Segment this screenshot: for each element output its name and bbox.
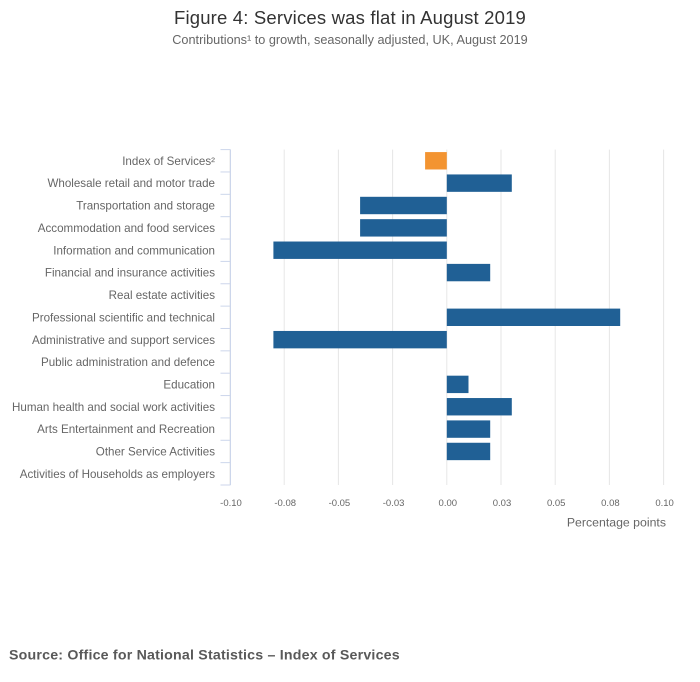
svg-text:Information and communication: Information and communication xyxy=(53,244,215,257)
svg-text:-0.08: -0.08 xyxy=(274,498,296,509)
svg-text:0.00: 0.00 xyxy=(439,498,458,509)
svg-text:Accommodation and food service: Accommodation and food services xyxy=(38,222,215,235)
svg-text:-0.03: -0.03 xyxy=(383,498,405,509)
svg-text:-0.05: -0.05 xyxy=(329,498,351,509)
svg-text:Real estate activities: Real estate activities xyxy=(109,289,216,302)
svg-text:Arts Entertainment and Recreat: Arts Entertainment and Recreation xyxy=(37,423,215,436)
svg-text:Administrative and support ser: Administrative and support services xyxy=(32,334,215,347)
svg-text:Human health and social work a: Human health and social work activities xyxy=(12,401,215,414)
svg-text:Financial and insurance activi: Financial and insurance activities xyxy=(45,267,215,280)
svg-text:Activities of Households as em: Activities of Households as employers xyxy=(20,468,215,481)
svg-text:Other Service Activities: Other Service Activities xyxy=(96,446,215,459)
svg-text:0.03: 0.03 xyxy=(493,498,512,509)
svg-text:-0.10: -0.10 xyxy=(220,498,242,509)
svg-text:Wholesale retail and motor tra: Wholesale retail and motor trade xyxy=(47,177,215,190)
svg-text:Source: Office for National St: Source: Office for National Statistics –… xyxy=(9,648,400,664)
svg-text:Education: Education xyxy=(163,378,215,391)
svg-text:Professional scientific and te: Professional scientific and technical xyxy=(32,311,215,324)
svg-text:Percentage points: Percentage points xyxy=(567,516,666,530)
svg-text:0.05: 0.05 xyxy=(547,498,566,509)
svg-text:Index of Services²: Index of Services² xyxy=(122,155,215,168)
svg-text:0.10: 0.10 xyxy=(655,498,674,509)
svg-text:0.08: 0.08 xyxy=(601,498,620,509)
svg-text:Transportation and storage: Transportation and storage xyxy=(76,200,215,213)
svg-text:Public administration and defe: Public administration and defence xyxy=(41,356,215,369)
svg-text:Contributions¹ to growth, seas: Contributions¹ to growth, seasonally adj… xyxy=(172,33,527,47)
svg-text:Figure 4: Services was flat in: Figure 4: Services was flat in August 20… xyxy=(174,7,526,28)
